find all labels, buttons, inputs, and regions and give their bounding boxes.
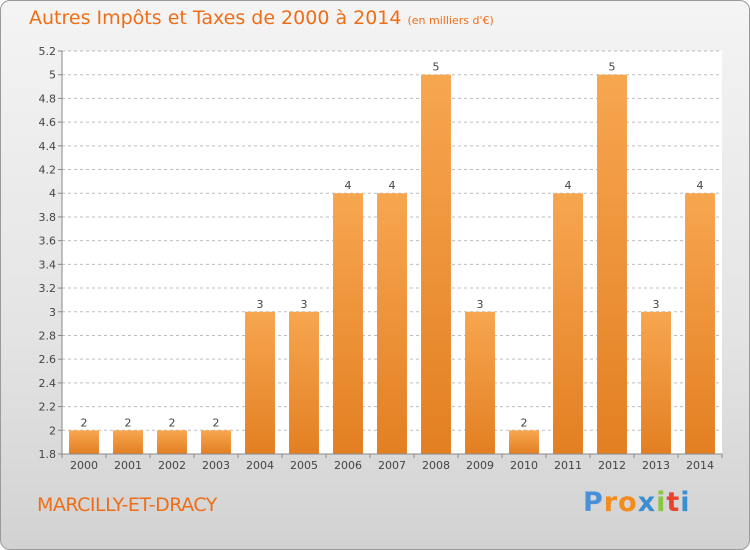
bar-value-label: 3 — [257, 298, 264, 311]
bar-value-label: 4 — [697, 179, 704, 192]
x-tick-label: 2009 — [466, 459, 494, 472]
y-tick-label: 1.8 — [39, 448, 57, 461]
x-tick-label: 2004 — [246, 459, 274, 472]
y-tick-label: 2.4 — [39, 377, 57, 390]
bar-value-label: 4 — [345, 179, 352, 192]
bar-2007 — [377, 193, 407, 454]
bar-value-label: 5 — [433, 61, 440, 74]
y-tick-label: 5 — [49, 69, 56, 82]
x-tick-label: 2008 — [422, 459, 450, 472]
y-axis-ticks: 1.8 2 2.2 2.4 2.6 2.8 3 3.2 3.4 3.6 3.8 4 4.2 4.4 4.6 4… — [39, 45, 63, 461]
bar-2011 — [553, 193, 583, 454]
x-tick-label: 2006 — [334, 459, 362, 472]
y-tick-label: 4.4 — [39, 140, 57, 153]
y-tick-label: 4.2 — [39, 164, 57, 177]
x-tick-label: 2007 — [378, 459, 406, 472]
logo-letter: t — [666, 487, 680, 518]
x-tick-label: 2014 — [686, 459, 714, 472]
bar-value-label: 4 — [389, 179, 396, 192]
bar-2005 — [289, 312, 319, 454]
bar-value-label: 3 — [477, 298, 484, 311]
y-tick-label: 3.2 — [39, 282, 57, 295]
bar-value-label: 2 — [81, 416, 88, 429]
bar-value-label: 3 — [653, 298, 660, 311]
logo-letter: i — [680, 487, 690, 518]
x-tick-label: 2005 — [290, 459, 318, 472]
commune-name: MARCILLY-ET-DRACY — [37, 494, 217, 516]
y-tick-label: 3.6 — [39, 235, 57, 248]
bar-value-label: 2 — [213, 416, 220, 429]
bar-2004 — [245, 312, 275, 454]
bar-2000 — [69, 430, 99, 454]
bar-2006 — [333, 193, 363, 454]
bar-2013 — [641, 312, 671, 454]
y-tick-label: 3.4 — [39, 258, 57, 271]
y-tick-label: 2 — [49, 424, 56, 437]
proxiti-logo[interactable]: Proxiti — [583, 487, 691, 518]
bar-2014 — [685, 193, 715, 454]
y-tick-label: 5.2 — [39, 45, 57, 58]
bar-2012 — [597, 75, 627, 454]
x-tick-label: 2003 — [202, 459, 230, 472]
y-tick-label: 2.8 — [39, 329, 57, 342]
bar-value-label: 3 — [301, 298, 308, 311]
y-tick-label: 4 — [49, 187, 56, 200]
y-tick-label: 4.8 — [39, 92, 57, 105]
bar-value-label: 5 — [609, 61, 616, 74]
bar-value-label: 2 — [521, 416, 528, 429]
x-tick-label: 2013 — [642, 459, 670, 472]
bar-2001 — [113, 430, 143, 454]
logo-letter: o — [618, 487, 638, 518]
y-tick-label: 3 — [49, 306, 56, 319]
logo-letter: r — [604, 487, 618, 518]
x-tick-label: 2001 — [114, 459, 142, 472]
bar-value-label: 4 — [565, 179, 572, 192]
bar-2008 — [421, 75, 451, 454]
y-tick-label: 2.2 — [39, 401, 57, 414]
y-tick-label: 2.6 — [39, 353, 57, 366]
logo-letter: i — [656, 487, 666, 518]
x-tick-label: 2002 — [158, 459, 186, 472]
x-tick-label: 2010 — [510, 459, 538, 472]
y-tick-label: 4.6 — [39, 116, 57, 129]
bar-value-label: 2 — [169, 416, 176, 429]
bar-2002 — [157, 430, 187, 454]
bar-2009 — [465, 312, 495, 454]
logo-letter: x — [638, 487, 656, 518]
x-tick-label: 2000 — [70, 459, 98, 472]
logo-letter: P — [583, 487, 604, 518]
x-axis-ticks: 2000 2001 2002 2003 2004 2005 2006 2007 2008 2009… — [62, 454, 722, 472]
bar-value-label: 2 — [125, 416, 132, 429]
y-tick-label: 3.8 — [39, 211, 57, 224]
bar-2003 — [201, 430, 231, 454]
x-tick-label: 2011 — [554, 459, 582, 472]
bar-2010 — [509, 430, 539, 454]
x-tick-label: 2012 — [598, 459, 626, 472]
